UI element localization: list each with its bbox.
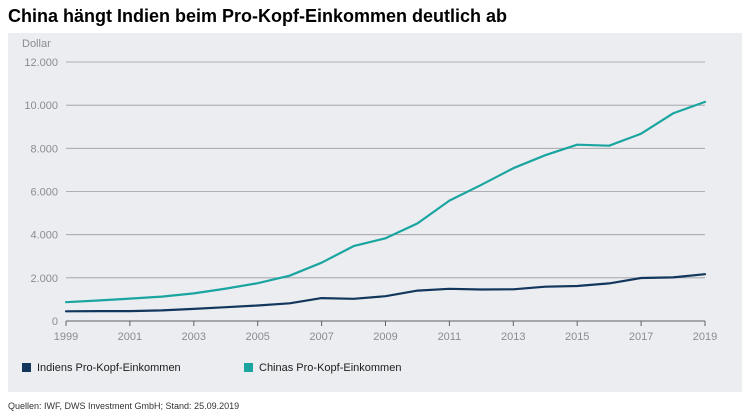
- x-tick-label: 2017: [629, 331, 653, 343]
- x-tick-label: 2005: [245, 331, 269, 343]
- x-tick-label: 2009: [373, 331, 397, 343]
- chart-title: China hängt Indien beim Pro-Kopf-Einkomm…: [8, 6, 508, 26]
- y-axis-unit-label: Dollar: [22, 38, 51, 50]
- axes: Dollar 0 2.000 4.000 6.000 8.000 10.000 12.000 1…: [22, 38, 717, 343]
- x-tick-label: 2003: [182, 331, 206, 343]
- x-tick-label: 2001: [118, 331, 142, 343]
- x-tick-label: 2013: [501, 331, 525, 343]
- legend-swatch: [244, 363, 253, 372]
- series-line-india: [64, 273, 707, 313]
- line-chart: Dollar 0 2.000 4.000 6.000 8.000 10.000 12.000 1…: [22, 38, 717, 374]
- y-tick-label: 0: [52, 316, 58, 328]
- gridlines: [66, 61, 705, 279]
- chart-panel: Dollar 0 2.000 4.000 6.000 8.000 10.000 12.000 1…: [8, 33, 742, 392]
- x-tick-label: 2011: [438, 331, 462, 343]
- source-note: Quellen: IWF, DWS Investment GmbH; Stand…: [8, 401, 240, 411]
- y-tick-label: 8.000: [30, 143, 58, 155]
- x-tick-label: 2015: [565, 331, 589, 343]
- x-tick-label: 2019: [693, 331, 717, 343]
- series-lines: [64, 100, 707, 313]
- y-tick-label: 6.000: [30, 187, 58, 199]
- legend-label: Chinas Pro-Kopf-Einkommen: [259, 362, 401, 374]
- legend-swatch: [22, 363, 31, 372]
- y-tick-label: 2.000: [30, 273, 58, 285]
- y-tick-label: 12.000: [24, 57, 58, 69]
- series-line-china: [64, 100, 707, 304]
- y-tick-label: 10.000: [24, 100, 58, 112]
- legend-label: Indiens Pro-Kopf-Einkommen: [37, 362, 181, 374]
- y-tick-label: 4.000: [30, 230, 58, 242]
- x-tick-label: 1999: [54, 331, 78, 343]
- legend: Indiens Pro-Kopf-Einkommen Chinas Pro-Kop…: [22, 362, 401, 374]
- x-tick-label: 2007: [309, 331, 333, 343]
